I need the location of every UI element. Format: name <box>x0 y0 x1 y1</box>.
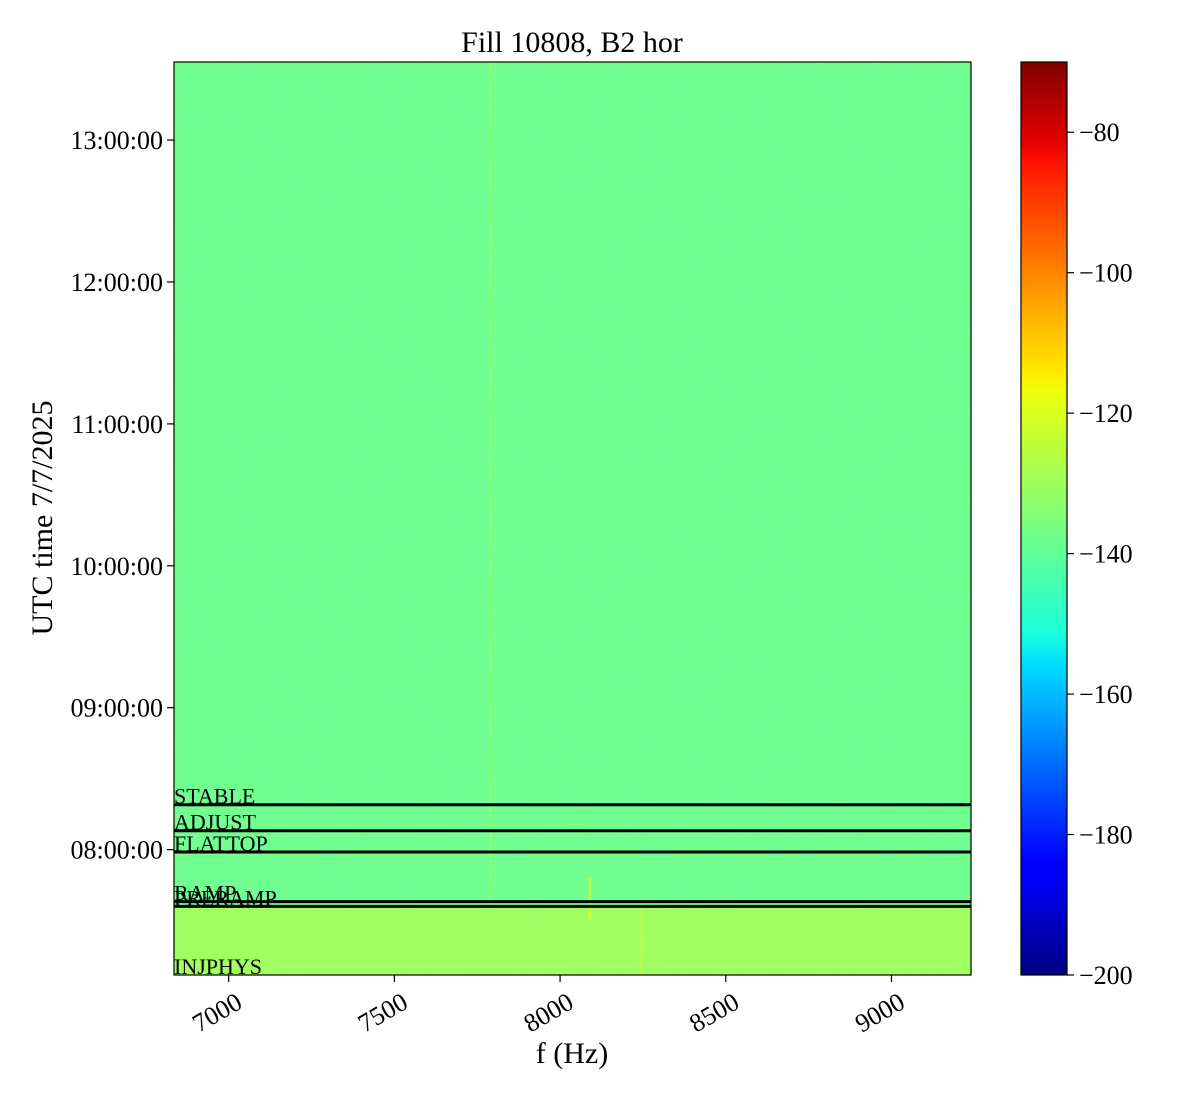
y-axis-label: UTC time 7/7/2025 <box>26 401 59 636</box>
chart-title: Fill 10808, B2 hor <box>461 26 683 59</box>
mode-label: ADJUST <box>174 810 256 835</box>
y-tick-label: 13:00:00 <box>71 126 163 155</box>
spectrogram-plot <box>174 62 971 975</box>
y-tick-label: 12:00:00 <box>71 268 163 297</box>
mode-label: PRERAMP <box>174 885 277 910</box>
x-tick-label: 7000 <box>187 987 247 1038</box>
colorbar: −80 −100 −120 −140 −160 −180 −200 <box>1020 61 1133 990</box>
mode-label: FLATTOP <box>174 831 268 856</box>
colorbar-tick-label: −160 <box>1079 680 1133 709</box>
colorbar-tick-label: −180 <box>1079 821 1133 850</box>
x-axis-label: f (Hz) <box>536 1037 608 1070</box>
spectral-line <box>639 906 643 975</box>
mode-label: STABLE <box>174 784 255 809</box>
x-tick-label: 8000 <box>519 987 579 1038</box>
y-tick-label: 11:00:00 <box>72 410 163 439</box>
plot-frame <box>173 61 972 976</box>
colorbar-tick-label: −200 <box>1079 961 1133 990</box>
colorbar-tick-label: −80 <box>1079 118 1120 147</box>
spectral-line <box>588 878 592 921</box>
y-tick-label: 08:00:00 <box>71 836 163 865</box>
y-tick-label: 09:00:00 <box>71 694 163 723</box>
x-tick-label: 7500 <box>353 987 413 1038</box>
spectral-line <box>488 62 492 975</box>
early-band-noise <box>174 906 971 975</box>
colorbar-tick-label: −120 <box>1079 399 1133 428</box>
y-tick-label: 10:00:00 <box>71 552 163 581</box>
colorbar-gradient <box>1020 61 1068 976</box>
mode-label: RAMP <box>174 881 236 906</box>
colorbar-tick-label: −100 <box>1079 259 1133 288</box>
x-tick-label: 9000 <box>850 987 910 1038</box>
x-tick-label: 8500 <box>684 987 744 1038</box>
colorbar-tick-label: −140 <box>1079 540 1133 569</box>
spectrogram-noise-warm <box>174 62 971 975</box>
